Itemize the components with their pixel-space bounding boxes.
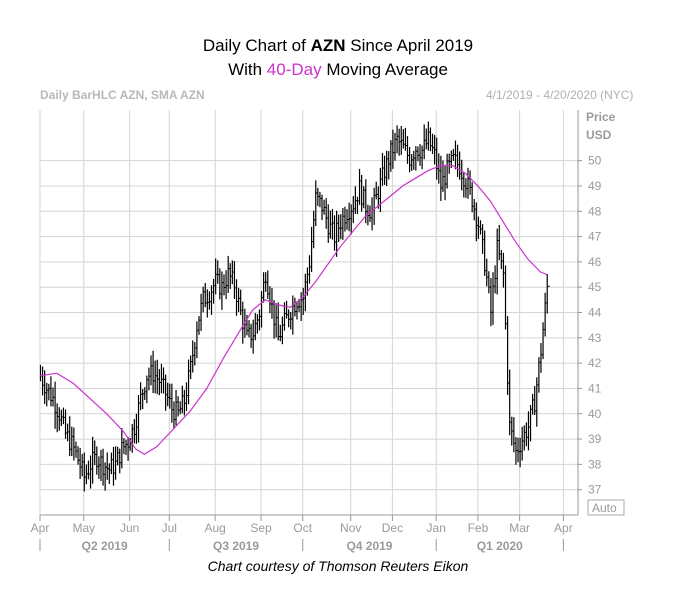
x-quarter-label: Q4 2019 — [346, 539, 392, 553]
y-tick-label: 45 — [588, 280, 602, 294]
chart-title: Daily Chart of AZN Since April 2019 — [0, 36, 676, 56]
x-quarter-label: Q1 2020 — [477, 539, 523, 553]
x-month-label: Oct — [293, 521, 312, 535]
subtitle-prefix: With — [228, 60, 267, 79]
x-month-label: May — [72, 521, 95, 535]
y-tick-labels: 37 38 39 40 41 42 43 44 45 46 47 48 49 50 — [588, 154, 602, 497]
sma-line-path — [39, 165, 547, 456]
y-tick-label: 40 — [588, 407, 602, 421]
axes — [39, 110, 582, 551]
title-suffix: Since April 2019 — [345, 36, 474, 55]
y-tick-label: 43 — [588, 331, 602, 345]
x-month-label: Jan — [427, 521, 446, 535]
y-tick-label: 39 — [588, 432, 602, 446]
x-month-label: Aug — [204, 521, 225, 535]
x-month-label: Mar — [509, 521, 530, 535]
auto-scale-button[interactable] — [587, 499, 625, 516]
y-tick-label: 47 — [588, 230, 602, 244]
y-tick-label: 48 — [588, 204, 602, 218]
chart-subtitle: With 40-Day Moving Average — [0, 60, 676, 80]
y-tick-label: 41 — [588, 381, 602, 395]
y-axis-title-usd: USD — [586, 128, 612, 142]
chart-credit: Chart courtesy of Thomson Reuters Eikon — [207, 558, 469, 574]
y-tick-label: 49 — [588, 179, 602, 193]
y-tick-label: 42 — [588, 356, 602, 370]
x-month-label: Jun — [120, 521, 139, 535]
subtitle-suffix: Moving Average — [321, 60, 448, 79]
moving-average-label: 40-Day — [266, 60, 322, 79]
x-quarter-label: Q3 2019 — [213, 539, 259, 553]
series-header: Daily BarHLC AZN, SMA AZN — [40, 88, 205, 102]
price-bars — [39, 121, 550, 492]
y-tick-label: 44 — [588, 306, 602, 320]
x-tick-labels: Apr May Jun Jul Aug Sep Oct Nov Dec Jan Feb Mar Apr Q… — [31, 521, 573, 553]
y-axis-title-price: Price — [586, 110, 616, 124]
y-tick-label: 38 — [588, 457, 602, 471]
title-prefix: Daily Chart of — [202, 36, 311, 55]
x-month-label: Dec — [382, 521, 403, 535]
y-tick-label: 37 — [588, 483, 602, 497]
x-quarter-label: Q2 2019 — [82, 539, 128, 553]
y-tick-label: 50 — [588, 154, 602, 168]
x-month-label: Jul — [162, 521, 177, 535]
ticker-symbol: AZN — [310, 36, 346, 55]
sma-line — [39, 165, 547, 456]
x-month-label: Apr — [554, 521, 573, 535]
x-month-label: Sep — [250, 521, 272, 535]
x-month-label: Feb — [468, 521, 489, 535]
date-range-header: 4/1/2019 - 4/20/2020 (NYC) — [486, 88, 634, 102]
auto-scale-label: Auto — [592, 501, 617, 515]
x-month-label: Nov — [340, 521, 361, 535]
grid-lines — [39, 110, 578, 515]
y-tick-label: 46 — [588, 255, 602, 269]
x-month-label: Apr — [31, 521, 50, 535]
